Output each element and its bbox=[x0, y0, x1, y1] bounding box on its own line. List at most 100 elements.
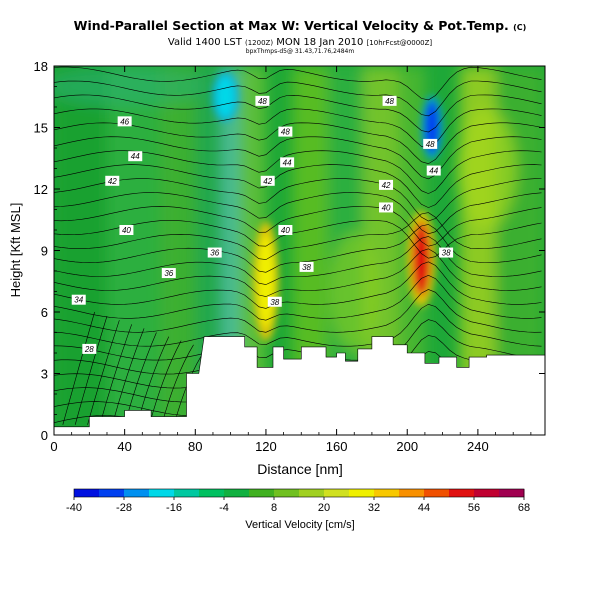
isentrope-label-text: 36 bbox=[164, 269, 173, 278]
isentrope-line bbox=[87, 320, 120, 425]
colorbar-swatch bbox=[324, 489, 350, 497]
isentrope-label-text: 46 bbox=[120, 117, 129, 126]
isentrope-label-text: 48 bbox=[281, 128, 290, 137]
isentrope-label: 40 bbox=[119, 225, 134, 235]
isentrope-label-bg bbox=[299, 261, 314, 272]
field-patch bbox=[456, 108, 517, 229]
isentrope-label: 44 bbox=[426, 165, 441, 176]
colorbar-swatch bbox=[74, 489, 100, 497]
colorbar-tick-label: -16 bbox=[166, 502, 182, 514]
isentrope-label: 48 bbox=[382, 95, 397, 106]
isentrope-label: 42 bbox=[260, 175, 275, 186]
downdraft-core bbox=[216, 76, 235, 118]
isentrope-label-bg bbox=[128, 151, 143, 162]
isentrope-label-bg bbox=[278, 225, 293, 235]
isentrope-label: 36 bbox=[207, 247, 222, 258]
x-axis-label: Distance [nm] bbox=[257, 461, 343, 477]
isentrope-line bbox=[161, 344, 194, 425]
field-patch bbox=[329, 231, 380, 352]
x-tick-label: 80 bbox=[188, 439, 202, 454]
valid-time-line: Valid 1400 LST (1200Z) MON 18 Jan 2010 [… bbox=[168, 37, 433, 48]
isentrope-label-text: 48 bbox=[385, 97, 394, 106]
isentrope-label-bg bbox=[423, 138, 438, 149]
isentrope-label-bg bbox=[255, 95, 270, 106]
isentrope-label-bg bbox=[71, 294, 86, 305]
colorbar-tick-label: 20 bbox=[318, 502, 330, 514]
isentrope-line bbox=[54, 224, 542, 273]
colorbar-swatch bbox=[249, 489, 275, 497]
colorbar-swatch bbox=[299, 489, 325, 497]
isentrope-label: 42 bbox=[379, 179, 394, 190]
isentrope-label-bg bbox=[105, 175, 120, 186]
isentrope-label-text: 38 bbox=[442, 249, 451, 258]
y-tick-label: 6 bbox=[41, 305, 48, 320]
colorbar-swatch bbox=[374, 489, 400, 497]
isentrope-label-bg bbox=[260, 175, 275, 186]
colorbar-swatch bbox=[399, 489, 425, 497]
isentrope-label: 40 bbox=[278, 225, 293, 235]
y-tick-label: 9 bbox=[41, 244, 48, 259]
isentrope-line bbox=[54, 192, 542, 235]
isentrope-line bbox=[54, 136, 542, 180]
isentrope-label-text: 44 bbox=[429, 167, 438, 176]
colorbar-tick-label: 44 bbox=[418, 502, 430, 514]
isentrope-line bbox=[62, 311, 95, 425]
isentrope-label: 38 bbox=[267, 296, 282, 307]
isentrope-line bbox=[54, 66, 542, 101]
x-tick-label: 160 bbox=[326, 439, 348, 454]
isentrope-label-text: 40 bbox=[122, 226, 131, 235]
isentrope-label-text: 42 bbox=[382, 181, 391, 190]
isentrope-label-text: 40 bbox=[382, 203, 391, 212]
colorbar-tick-label: 68 bbox=[518, 502, 530, 514]
x-axis: 0 40 80 120 160 200 240 bbox=[50, 66, 532, 454]
y-tick-label: 3 bbox=[41, 367, 48, 382]
colorbar bbox=[73, 488, 525, 498]
isentrope-label: 44 bbox=[128, 151, 143, 162]
colorbar-swatch bbox=[349, 489, 375, 497]
isentrope-label-bg bbox=[119, 225, 134, 235]
colorbar-swatch bbox=[274, 489, 300, 497]
colorbar-ticks: -40 -28 -16 -4 8 20 32 44 56 68 bbox=[66, 497, 530, 514]
isentrope-line bbox=[54, 94, 542, 133]
colorbar-swatch bbox=[224, 489, 250, 497]
isentrope-line bbox=[54, 122, 542, 165]
colorbar-swatch bbox=[124, 489, 150, 497]
colorbar-swatch bbox=[199, 489, 225, 497]
colorbar-tick-label: 32 bbox=[368, 502, 380, 514]
field-band bbox=[54, 66, 107, 435]
isentrope-label-bg bbox=[379, 202, 394, 213]
isentrope-label-text: 48 bbox=[258, 97, 267, 106]
isentrope-line bbox=[54, 108, 542, 149]
isentrope-label-bg bbox=[280, 157, 295, 168]
isentrope-line bbox=[54, 178, 542, 222]
isentrope-line bbox=[54, 319, 542, 361]
terrain-mask bbox=[54, 336, 545, 435]
x-tick-label: 240 bbox=[467, 439, 489, 454]
isentrope-label-bg bbox=[161, 268, 176, 279]
isentrope-label-bg bbox=[117, 116, 132, 127]
colorbar-swatch bbox=[499, 489, 525, 497]
isentrope-label: 38 bbox=[299, 261, 314, 272]
isentrope-line bbox=[111, 328, 145, 425]
isentrope-label-bg bbox=[426, 165, 441, 176]
isentrope-label-text: 36 bbox=[210, 249, 219, 258]
isentrope-labels: 46 44 42 40 36 34 28 48 48 44 42 40 38 36 38 48 48 44 42 40… bbox=[71, 95, 454, 354]
isentrope-label-bg bbox=[82, 343, 97, 354]
isentrope-label: 42 bbox=[105, 175, 120, 186]
isentrope-label-bg bbox=[379, 179, 394, 190]
isentrope-line bbox=[54, 303, 542, 347]
isentrope-label-bg bbox=[267, 296, 282, 307]
isentrope-label-text: 42 bbox=[263, 177, 272, 186]
isentrope-label-bg bbox=[278, 126, 293, 137]
isentrope-line bbox=[54, 212, 542, 260]
isentrope-line bbox=[54, 274, 542, 321]
colorbar-tick-label: -40 bbox=[66, 502, 82, 514]
isentrope-label: 48 bbox=[255, 95, 270, 106]
isentrope-line bbox=[54, 220, 542, 259]
colorbar-swatch bbox=[149, 489, 175, 497]
isentrope-line bbox=[54, 261, 542, 309]
isentrope-line bbox=[99, 324, 132, 425]
velocity-features bbox=[212, 72, 443, 342]
